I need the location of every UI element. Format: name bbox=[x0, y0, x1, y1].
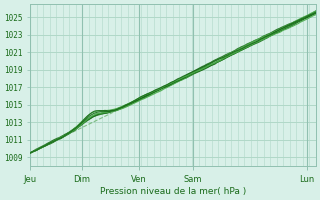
X-axis label: Pression niveau de la mer( hPa ): Pression niveau de la mer( hPa ) bbox=[100, 187, 246, 196]
